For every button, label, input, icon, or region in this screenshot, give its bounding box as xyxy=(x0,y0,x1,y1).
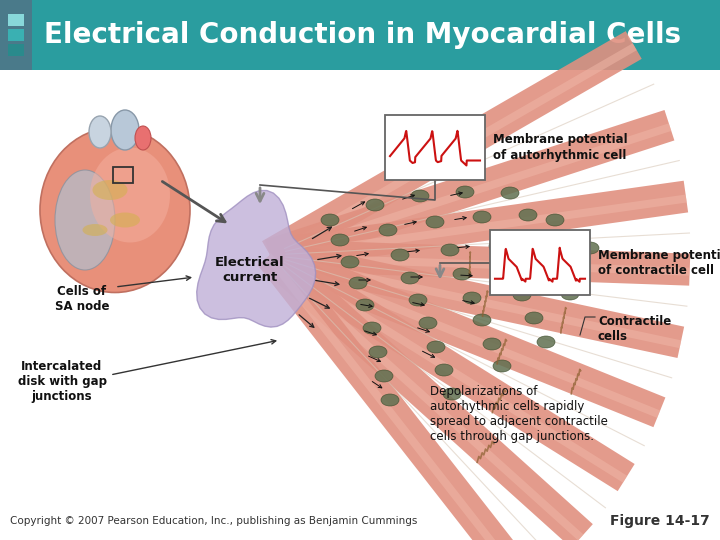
Polygon shape xyxy=(264,240,665,427)
Ellipse shape xyxy=(90,147,170,242)
Ellipse shape xyxy=(519,209,537,221)
Polygon shape xyxy=(265,254,530,540)
Ellipse shape xyxy=(453,268,471,280)
Text: Copyright © 2007 Pearson Education, Inc., publishing as Benjamin Cummings: Copyright © 2007 Pearson Education, Inc.… xyxy=(10,516,418,526)
Polygon shape xyxy=(257,245,541,540)
Ellipse shape xyxy=(369,346,387,358)
Ellipse shape xyxy=(111,110,139,150)
Bar xyxy=(32,0,720,70)
Ellipse shape xyxy=(473,211,491,223)
Ellipse shape xyxy=(546,214,564,226)
Ellipse shape xyxy=(561,288,579,300)
Bar xyxy=(385,115,485,180)
Ellipse shape xyxy=(463,292,481,304)
Polygon shape xyxy=(266,239,684,358)
Bar xyxy=(8,29,24,41)
Ellipse shape xyxy=(409,294,427,306)
Polygon shape xyxy=(267,253,627,483)
Ellipse shape xyxy=(443,388,461,400)
Ellipse shape xyxy=(581,242,599,254)
Polygon shape xyxy=(269,239,690,286)
Bar xyxy=(8,44,24,56)
Polygon shape xyxy=(268,253,660,418)
Text: Contractile
cells: Contractile cells xyxy=(598,315,671,343)
Ellipse shape xyxy=(537,336,555,348)
Ellipse shape xyxy=(401,272,419,284)
Ellipse shape xyxy=(536,238,554,250)
Ellipse shape xyxy=(321,214,339,226)
Text: Intercalated
disk with gap
junctions: Intercalated disk with gap junctions xyxy=(17,360,107,403)
Text: Figure 14-17: Figure 14-17 xyxy=(611,514,710,528)
Ellipse shape xyxy=(483,338,501,350)
Ellipse shape xyxy=(493,360,511,372)
Polygon shape xyxy=(259,243,593,540)
Ellipse shape xyxy=(331,234,349,246)
Ellipse shape xyxy=(435,364,453,376)
Polygon shape xyxy=(269,123,671,261)
Ellipse shape xyxy=(473,314,491,326)
Ellipse shape xyxy=(426,216,444,228)
Ellipse shape xyxy=(92,180,127,200)
Ellipse shape xyxy=(391,249,409,261)
Ellipse shape xyxy=(411,190,429,202)
Ellipse shape xyxy=(427,341,445,353)
Text: Electrical
current: Electrical current xyxy=(215,256,285,284)
Polygon shape xyxy=(270,194,687,261)
Polygon shape xyxy=(269,43,636,260)
Bar xyxy=(0,502,720,540)
Ellipse shape xyxy=(110,213,140,227)
Ellipse shape xyxy=(513,289,531,301)
Bar xyxy=(0,0,32,70)
Ellipse shape xyxy=(341,256,359,268)
Text: Cells of
SA node: Cells of SA node xyxy=(55,285,109,313)
Polygon shape xyxy=(268,181,688,271)
Bar xyxy=(8,14,24,26)
Polygon shape xyxy=(266,253,583,540)
Ellipse shape xyxy=(375,370,393,382)
Text: Membrane potential
of autorhythmic cell: Membrane potential of autorhythmic cell xyxy=(493,133,628,161)
Ellipse shape xyxy=(379,224,397,236)
Ellipse shape xyxy=(501,187,519,199)
Bar xyxy=(113,167,133,183)
Ellipse shape xyxy=(419,317,437,329)
Ellipse shape xyxy=(456,186,474,198)
Ellipse shape xyxy=(525,312,543,324)
Polygon shape xyxy=(262,31,642,269)
Ellipse shape xyxy=(356,299,374,311)
Polygon shape xyxy=(261,241,634,491)
Polygon shape xyxy=(270,253,690,275)
Bar xyxy=(0,70,720,502)
Ellipse shape xyxy=(135,126,151,150)
Ellipse shape xyxy=(83,224,107,236)
Ellipse shape xyxy=(381,394,399,406)
Polygon shape xyxy=(197,191,315,327)
Polygon shape xyxy=(269,253,681,348)
Ellipse shape xyxy=(441,244,459,256)
Ellipse shape xyxy=(40,127,190,293)
Ellipse shape xyxy=(55,170,115,270)
Text: Depolarizations of
autorhythmic cells rapidly
spread to adjacent contractile
cel: Depolarizations of autorhythmic cells ra… xyxy=(430,385,608,443)
Bar xyxy=(490,230,590,295)
Ellipse shape xyxy=(549,262,567,274)
Text: Membrane potential
of contractile cell: Membrane potential of contractile cell xyxy=(598,248,720,276)
Ellipse shape xyxy=(489,240,507,252)
Ellipse shape xyxy=(363,322,381,334)
Text: Electrical Conduction in Myocardial Cells: Electrical Conduction in Myocardial Cell… xyxy=(44,21,681,49)
Ellipse shape xyxy=(349,277,367,289)
Polygon shape xyxy=(265,110,675,270)
Ellipse shape xyxy=(89,116,111,148)
Ellipse shape xyxy=(501,264,519,276)
Ellipse shape xyxy=(366,199,384,211)
